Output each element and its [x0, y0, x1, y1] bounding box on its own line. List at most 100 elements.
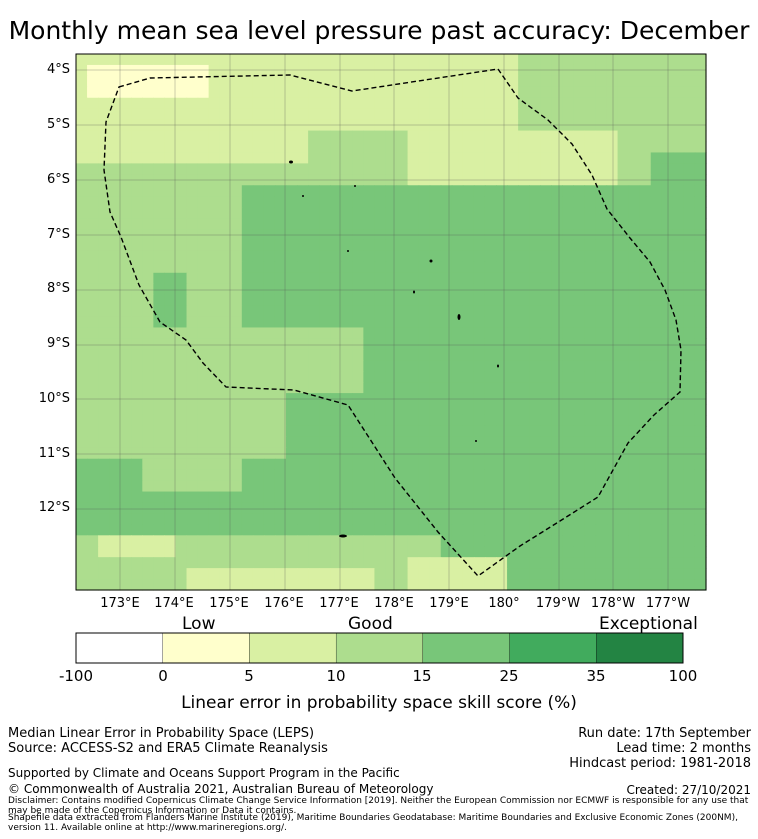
skill-cell — [628, 535, 641, 547]
skill-cell — [109, 546, 121, 558]
skill-cell — [518, 152, 530, 164]
skill-cell — [429, 447, 442, 460]
skill-cell — [639, 239, 652, 252]
skill-cell — [208, 382, 221, 394]
skill-cell — [241, 272, 254, 285]
skill-cell — [385, 163, 398, 175]
skill-cell — [440, 130, 453, 143]
skill-cell — [319, 272, 331, 285]
skill-cell — [76, 261, 88, 274]
lat-label: 11°S — [38, 446, 70, 461]
skill-cell — [462, 272, 475, 285]
skill-cell — [252, 218, 265, 230]
skill-cell — [286, 458, 298, 471]
skill-cell — [518, 141, 530, 154]
skill-cell — [297, 316, 309, 329]
skill-cell — [120, 97, 132, 110]
skill-cell — [617, 338, 630, 350]
skill-cell — [451, 535, 464, 547]
skill-cell — [672, 54, 685, 66]
skill-cell — [617, 119, 630, 132]
skill-cell — [672, 546, 685, 558]
skill-cell — [484, 196, 497, 208]
skill-cell — [252, 305, 265, 318]
skill-cell — [661, 579, 674, 591]
skill-cell — [617, 491, 630, 504]
skill-cell — [352, 152, 364, 164]
skill-cell — [76, 119, 88, 132]
skill-cell — [584, 54, 597, 66]
skill-cell — [551, 360, 563, 372]
skill-cell — [164, 425, 177, 438]
skill-cell — [562, 414, 574, 427]
skill-cell — [418, 163, 431, 175]
skill-cell — [573, 196, 586, 208]
skill-cell — [650, 250, 663, 263]
skill-cell — [683, 196, 696, 208]
skill-cell — [330, 86, 342, 99]
skill-cell — [241, 152, 254, 164]
skill-cell — [429, 283, 442, 296]
skill-cell — [617, 404, 630, 416]
skill-cell — [595, 568, 608, 580]
skill-cell — [341, 283, 353, 296]
skill-cell — [551, 469, 563, 482]
skill-cell — [407, 130, 420, 143]
skill-cell — [473, 207, 486, 219]
skill-cell — [164, 327, 177, 340]
skill-cell — [573, 480, 586, 493]
skill-cell — [573, 447, 586, 460]
skill-cell — [672, 360, 685, 372]
skill-cell — [617, 546, 630, 558]
skill-cell — [286, 64, 298, 77]
skill-cell — [263, 130, 276, 143]
skill-cell — [595, 535, 608, 547]
skill-cell — [263, 338, 276, 350]
skill-cell — [661, 524, 674, 536]
skill-cell — [208, 579, 221, 591]
skill-cell — [363, 64, 376, 77]
skill-cell — [153, 546, 166, 558]
skill-cell — [197, 196, 210, 208]
skill-cell — [540, 579, 552, 591]
skill-cell — [263, 360, 276, 372]
skill-cell — [551, 75, 563, 88]
skill-cell — [473, 436, 486, 449]
skill-cell — [230, 207, 243, 219]
skill-cell — [153, 360, 166, 372]
skill-cell — [529, 327, 541, 340]
skill-cell — [308, 294, 320, 307]
skill-cell — [573, 108, 586, 121]
skill-cell — [319, 316, 331, 329]
skill-cell — [263, 327, 276, 340]
skill-cell — [76, 294, 88, 307]
skill-cell — [98, 261, 110, 274]
skill-cell — [109, 272, 121, 285]
skill-cell — [617, 239, 630, 252]
skill-cell — [385, 491, 398, 504]
skill-cell — [507, 250, 519, 263]
skill-cell — [385, 404, 398, 416]
skill-cell — [319, 425, 331, 438]
skill-cell — [473, 141, 486, 154]
skill-cell — [286, 305, 298, 318]
run-date: Run date: 17th September — [578, 726, 751, 741]
skill-cell — [551, 568, 563, 580]
skill-cell — [308, 152, 320, 164]
skill-cell — [341, 382, 353, 394]
skill-cell — [120, 436, 132, 449]
skill-cell — [319, 557, 331, 569]
skill-cell — [175, 491, 188, 504]
skill-cell — [462, 436, 475, 449]
skill-cell — [87, 130, 99, 143]
skill-cell — [274, 491, 287, 504]
skill-cell — [153, 316, 166, 329]
skill-cell — [617, 305, 630, 318]
lon-label: 178°E — [374, 596, 414, 611]
skill-cell — [274, 185, 287, 197]
skill-cell — [274, 97, 287, 110]
skill-cell — [109, 480, 121, 493]
skill-cell — [473, 163, 486, 175]
skill-cell — [650, 54, 663, 66]
skill-cell — [385, 152, 398, 164]
